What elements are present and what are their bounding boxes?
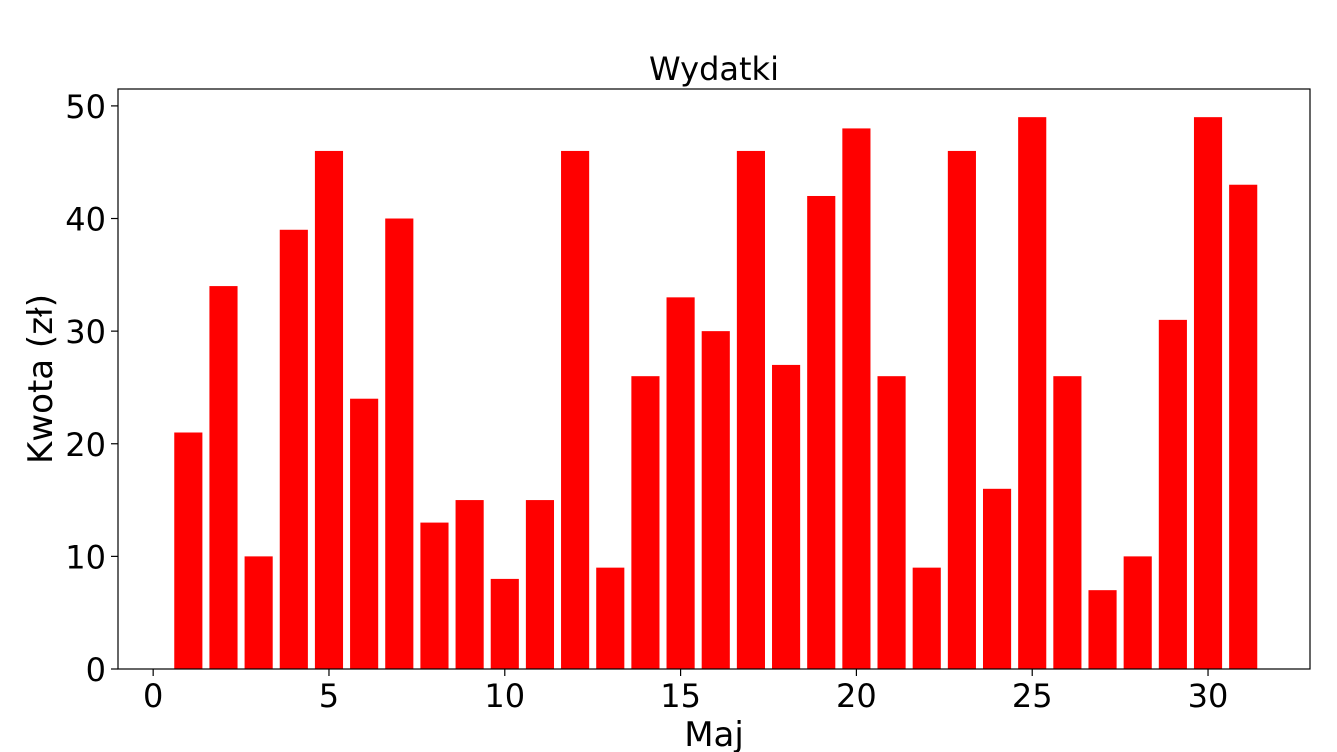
bar-day-16 — [701, 331, 730, 669]
bar-day-17 — [736, 150, 765, 669]
x-tick-label: 0 — [143, 677, 163, 715]
bar-day-15 — [666, 297, 695, 669]
bar-day-6 — [350, 398, 379, 669]
x-tick-label: 25 — [1012, 677, 1053, 715]
bar-day-1 — [174, 432, 203, 669]
bar-day-13 — [596, 567, 625, 669]
bar-day-19 — [807, 195, 836, 670]
bar-day-5 — [314, 150, 344, 669]
y-tick-label: 10 — [65, 538, 106, 576]
bar-day-11 — [525, 500, 555, 669]
bar-day-18 — [772, 364, 801, 669]
bar-day-21 — [877, 376, 906, 669]
bar-day-9 — [455, 500, 484, 669]
bar-day-12 — [561, 150, 590, 669]
plot-area-frame — [117, 88, 1311, 670]
bars-group — [174, 117, 1258, 670]
x-tick-label: 15 — [660, 677, 701, 715]
bar-day-8 — [420, 522, 449, 669]
bar-day-10 — [490, 578, 519, 669]
bar-day-25 — [1018, 117, 1047, 669]
x-tick-label: 20 — [836, 677, 877, 715]
bar-day-29 — [1158, 319, 1187, 669]
bar-day-14 — [631, 376, 660, 669]
bar-day-31 — [1229, 184, 1258, 670]
y-axis-ticks: 0 10 20 30 40 50 — [65, 88, 118, 689]
bar-day-26 — [1053, 376, 1082, 669]
x-tick-label: 10 — [484, 677, 525, 715]
bar-day-27 — [1088, 590, 1117, 669]
bar-day-28 — [1123, 556, 1152, 669]
bar-day-7 — [385, 218, 414, 669]
bar-day-20 — [842, 128, 871, 670]
bar-day-24 — [982, 488, 1012, 669]
y-tick-label: 0 — [86, 651, 106, 689]
bar-day-2 — [209, 286, 238, 669]
x-tick-label: 5 — [319, 677, 339, 715]
y-tick-label: 20 — [65, 426, 106, 464]
y-axis-label: Kwota (zł) — [21, 294, 61, 464]
bar-day-30 — [1193, 117, 1223, 669]
x-tick-label: 30 — [1188, 677, 1229, 715]
chart-title: Wydatki — [649, 50, 779, 88]
bar-day-3 — [244, 556, 273, 669]
bar-day-4 — [279, 229, 308, 669]
bar-day-23 — [947, 150, 976, 669]
y-tick-label: 40 — [65, 201, 106, 239]
y-tick-label: 30 — [65, 313, 106, 351]
x-axis-ticks: 0 5 10 15 20 25 30 — [143, 669, 1228, 715]
x-axis-label: Maj — [684, 715, 744, 752]
bar-day-22 — [912, 567, 941, 669]
y-tick-label: 50 — [65, 88, 106, 126]
